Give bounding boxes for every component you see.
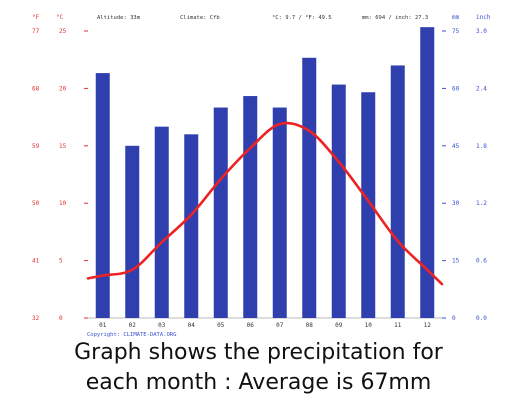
precip-bar-12 — [420, 27, 435, 318]
y-left-f-tick: 50 — [32, 200, 40, 207]
y-left-f-tick: 77 — [32, 28, 40, 35]
y-right-mm-tick: 15 — [452, 258, 460, 265]
precip-bar-11 — [390, 65, 405, 318]
x-tick-04: 04 — [188, 322, 196, 329]
y-left-f-tick: 59 — [32, 143, 40, 150]
y-left-c-tick: 0 — [59, 315, 63, 322]
unit-fahrenheit-label: °F — [32, 14, 40, 21]
y-left-c-tick: 5 — [59, 258, 63, 265]
y-left-f-tick: 68 — [32, 85, 40, 92]
x-tick-03: 03 — [158, 322, 166, 329]
y-left-c-tick: 25 — [59, 28, 67, 35]
precip-bar-04 — [184, 134, 199, 318]
x-tick-12: 12 — [424, 322, 432, 329]
precip-bar-02 — [125, 145, 140, 318]
climate-label: Climate: Cfb — [180, 15, 220, 21]
x-tick-10: 10 — [365, 322, 373, 329]
caption-line-2: each month : Average is 67mm — [85, 370, 432, 395]
y-right-inch-tick: 1.8 — [476, 143, 487, 150]
x-tick-08: 08 — [306, 322, 314, 329]
x-tick-05: 05 — [217, 322, 225, 329]
precipitation-bars — [95, 27, 435, 319]
month-axis: 01 02 03 04 05 06 07 08 09 10 11 12 — [99, 322, 431, 329]
x-tick-01: 01 — [99, 322, 107, 329]
y-left-f-tick: 41 — [32, 258, 40, 265]
y-right-inch-tick: 3.0 — [476, 28, 487, 35]
right-axis: 0 0.0 15 0.6 30 1.2 45 1.8 60 2.4 75 3.0 — [442, 28, 487, 322]
y-right-mm-tick: 30 — [452, 200, 460, 207]
unit-inch-label: inch — [476, 14, 491, 21]
y-right-mm-tick: 60 — [452, 85, 460, 92]
precipitation-summary: mm: 694 / inch: 27.3 — [362, 15, 428, 21]
y-right-mm-tick: 45 — [452, 143, 460, 150]
precip-bar-08 — [302, 57, 317, 318]
left-axis: 32 0 41 5 50 10 59 15 68 20 77 25 — [32, 28, 88, 322]
altitude-label: Altitude: 33m — [97, 15, 141, 21]
y-left-c-tick: 20 — [59, 85, 67, 92]
precip-bar-09 — [331, 84, 346, 318]
precip-bar-06 — [243, 96, 258, 318]
x-tick-02: 02 — [129, 322, 137, 329]
x-tick-06: 06 — [247, 322, 255, 329]
precip-bar-05 — [213, 107, 228, 319]
copyright-label: Copyright: CLIMATE-DATA.ORG — [87, 332, 176, 338]
y-right-inch-tick: 2.4 — [476, 85, 487, 92]
y-right-inch-tick: 1.2 — [476, 200, 487, 207]
y-right-mm-tick: 0 — [452, 315, 456, 322]
temperature-summary: °C: 9.7 / °F: 49.5 — [272, 15, 332, 21]
y-left-c-tick: 15 — [59, 143, 67, 150]
x-tick-11: 11 — [394, 322, 402, 329]
precip-bar-07 — [272, 107, 287, 319]
y-right-mm-tick: 75 — [452, 28, 460, 35]
unit-celsius-label: °C — [56, 14, 64, 21]
precip-bar-01 — [95, 73, 110, 319]
y-left-f-tick: 32 — [32, 315, 40, 322]
y-right-inch-tick: 0.6 — [476, 258, 487, 265]
precip-bar-03 — [154, 126, 169, 319]
precip-bar-10 — [361, 92, 376, 318]
caption-line-1: Graph shows the precipitation for — [74, 340, 443, 365]
unit-mm-label: mm — [452, 14, 460, 21]
y-left-c-tick: 10 — [59, 200, 67, 207]
climate-chart: °F °C Altitude: 33m Climate: Cfb °C: 9.7… — [32, 14, 491, 338]
y-right-inch-tick: 0.0 — [476, 315, 487, 322]
temperature-line — [86, 121, 444, 286]
x-tick-07: 07 — [276, 322, 284, 329]
x-tick-09: 09 — [335, 322, 343, 329]
